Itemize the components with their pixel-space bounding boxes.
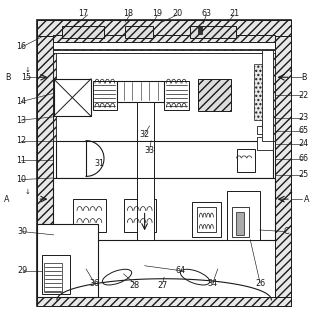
Text: 11: 11 — [16, 156, 26, 165]
Text: 63: 63 — [202, 9, 211, 18]
Text: 64: 64 — [176, 266, 185, 275]
Text: 33: 33 — [145, 146, 154, 155]
Bar — [62, 26, 104, 38]
Bar — [53, 35, 275, 42]
Text: B: B — [6, 73, 11, 82]
Bar — [257, 126, 273, 134]
Text: 32: 32 — [139, 130, 150, 139]
Text: 24: 24 — [299, 139, 309, 148]
Text: 13: 13 — [16, 115, 26, 125]
Bar — [56, 141, 273, 178]
Bar — [37, 20, 291, 306]
Bar — [262, 112, 273, 128]
Bar — [273, 50, 275, 141]
Text: ↓: ↓ — [25, 67, 31, 73]
Text: 26: 26 — [255, 279, 265, 288]
Bar — [263, 141, 273, 142]
Bar — [53, 178, 275, 240]
Text: 12: 12 — [16, 136, 26, 145]
Text: 15: 15 — [21, 73, 31, 82]
Bar — [93, 81, 117, 110]
Bar — [263, 124, 273, 126]
Text: 28: 28 — [130, 281, 140, 290]
Bar — [37, 20, 291, 36]
Text: 65: 65 — [299, 126, 309, 135]
Bar — [117, 81, 164, 102]
Text: C: C — [283, 227, 289, 236]
Bar — [73, 199, 106, 232]
Text: 19: 19 — [152, 9, 163, 18]
Bar — [232, 207, 249, 237]
Bar — [53, 49, 275, 53]
Text: ↓: ↓ — [288, 189, 294, 195]
Bar — [54, 79, 91, 116]
Text: A: A — [4, 195, 9, 204]
Bar — [37, 36, 53, 306]
Bar — [136, 102, 154, 141]
Text: 30: 30 — [18, 227, 28, 236]
Bar — [37, 224, 98, 297]
Text: 29: 29 — [18, 266, 28, 275]
Bar — [44, 263, 61, 292]
Text: 31: 31 — [94, 159, 104, 168]
Bar — [125, 26, 153, 38]
Text: 18: 18 — [124, 9, 133, 18]
Text: 20: 20 — [172, 9, 182, 18]
Bar — [53, 50, 275, 53]
Bar — [257, 137, 273, 150]
Bar — [198, 26, 202, 34]
Text: 66: 66 — [299, 154, 309, 163]
Bar — [275, 36, 291, 306]
Bar — [42, 255, 70, 294]
Bar — [53, 50, 56, 141]
Text: 10: 10 — [16, 175, 26, 184]
Text: 34: 34 — [208, 279, 218, 288]
Bar — [136, 178, 154, 240]
Bar — [164, 81, 188, 110]
Bar — [198, 79, 231, 112]
Bar — [236, 212, 244, 235]
Bar — [237, 149, 255, 172]
Text: 17: 17 — [78, 9, 88, 18]
Bar — [136, 141, 154, 178]
Text: 25: 25 — [299, 170, 309, 179]
Bar — [37, 297, 291, 306]
Bar — [124, 199, 156, 232]
Text: 14: 14 — [16, 97, 26, 106]
Text: ↓: ↓ — [288, 67, 294, 73]
Bar — [262, 50, 273, 141]
Text: B: B — [301, 73, 306, 82]
Bar — [192, 202, 221, 237]
Text: 36: 36 — [89, 279, 99, 288]
Text: A: A — [305, 195, 310, 204]
Bar — [197, 207, 216, 232]
Text: 22: 22 — [299, 91, 309, 100]
Bar — [190, 26, 236, 38]
Text: 21: 21 — [229, 9, 239, 18]
Text: 27: 27 — [157, 281, 168, 290]
Text: ↓: ↓ — [25, 189, 31, 195]
Bar — [254, 64, 262, 119]
Text: 23: 23 — [299, 114, 309, 122]
Text: 16: 16 — [16, 42, 26, 51]
Bar — [227, 191, 260, 240]
